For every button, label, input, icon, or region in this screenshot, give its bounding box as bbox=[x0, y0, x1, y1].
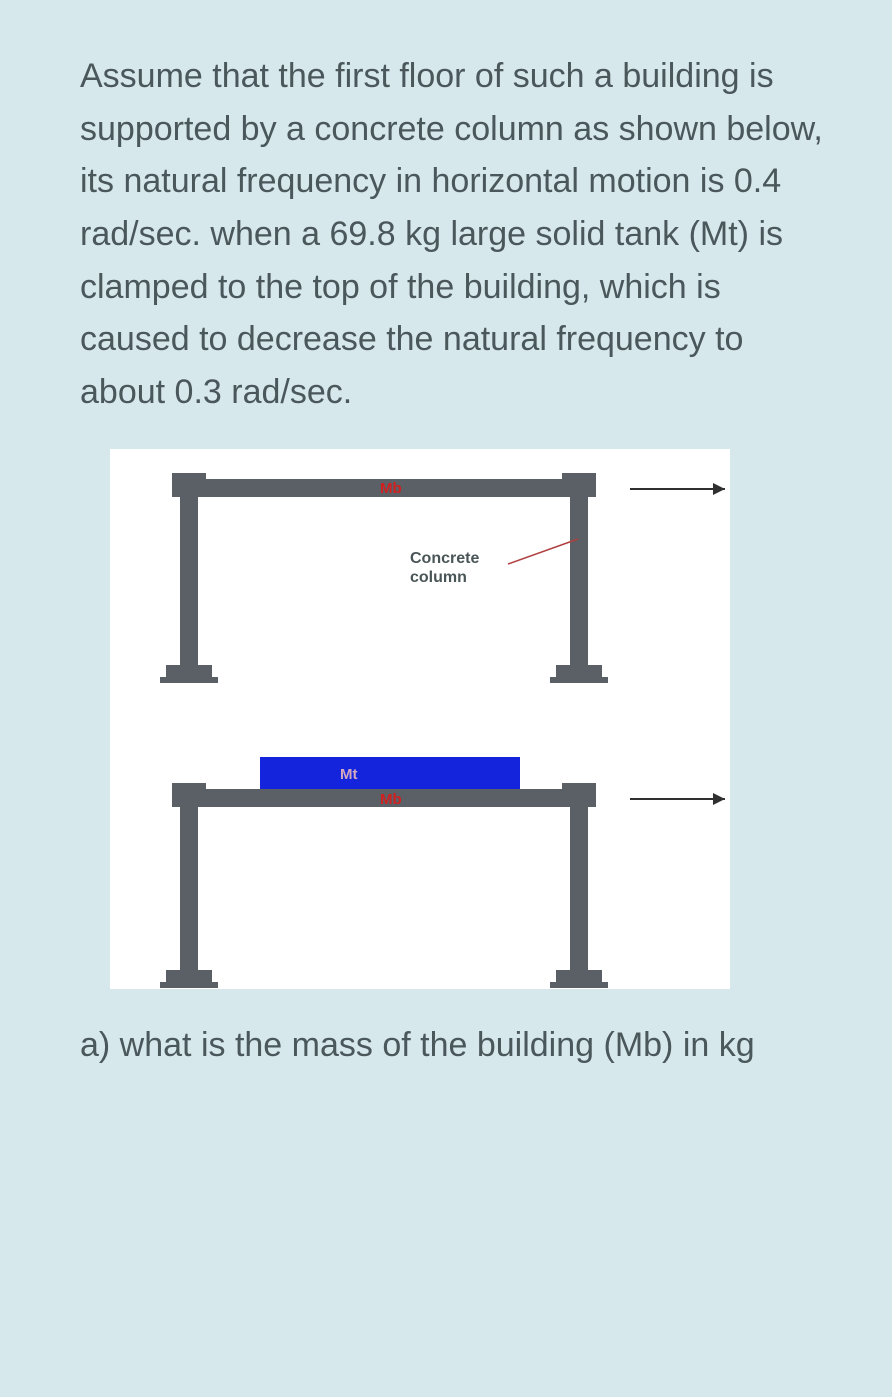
concrete-column-label: Concrete column bbox=[410, 549, 479, 587]
question-part-a: a) what is the mass of the building (Mb)… bbox=[80, 1019, 832, 1072]
question-body: Assume that the first floor of such a bu… bbox=[80, 50, 832, 419]
svg-text:Mt: Mt bbox=[340, 766, 358, 783]
label-line1: Concrete bbox=[410, 550, 479, 567]
figure-area: Mb Mt Mb Concrete column bbox=[110, 449, 730, 989]
svg-text:Mb: Mb bbox=[380, 791, 402, 808]
structural-diagram: Mb Mt Mb bbox=[110, 449, 730, 989]
label-line2: column bbox=[410, 569, 467, 586]
svg-text:Mb: Mb bbox=[380, 480, 402, 497]
